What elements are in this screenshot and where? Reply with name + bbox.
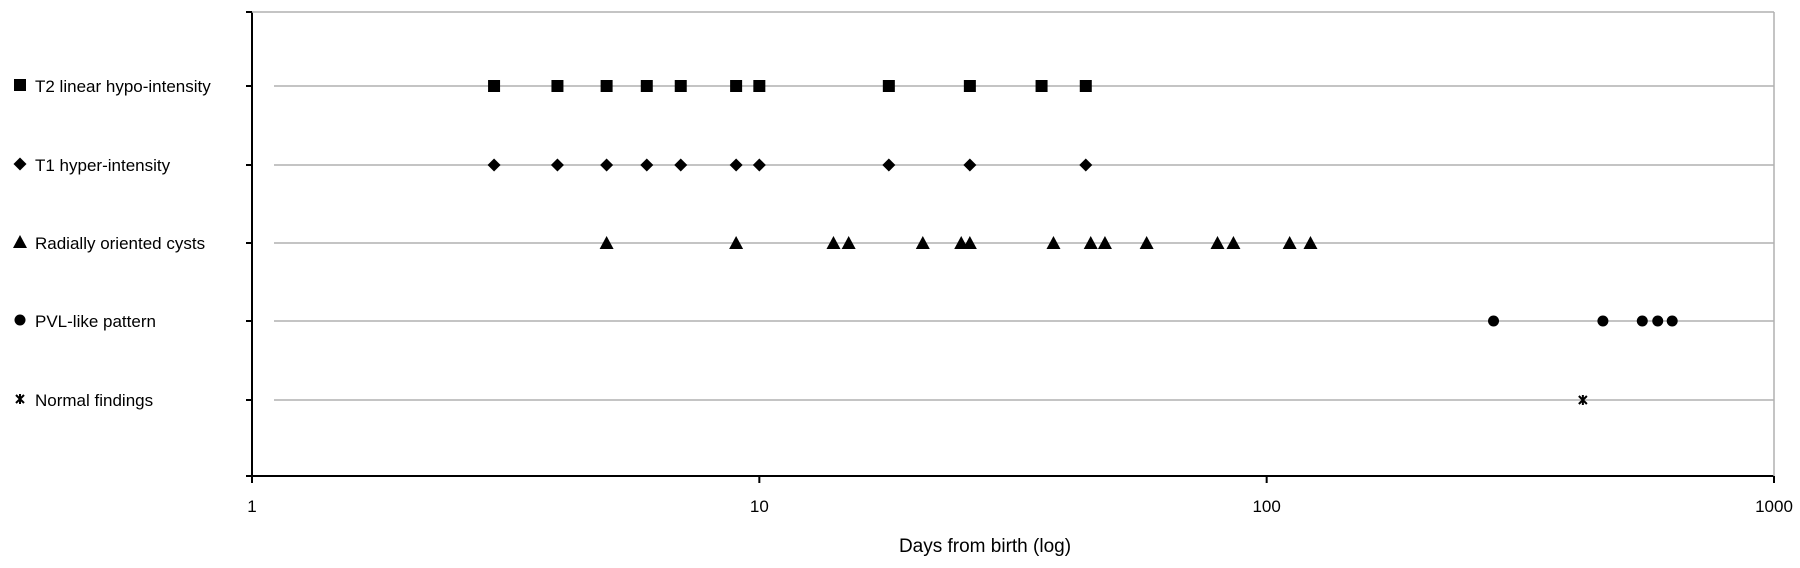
data-point <box>1636 315 1648 327</box>
data-point <box>826 236 841 249</box>
data-point <box>1282 236 1297 249</box>
data-point <box>729 158 743 172</box>
data-point <box>1139 236 1154 249</box>
category-marker <box>13 157 27 171</box>
data-point <box>1488 315 1500 327</box>
data-point <box>915 236 930 249</box>
gridlines <box>274 85 1774 401</box>
data-point <box>1079 158 1093 172</box>
x-tick-label: 1 <box>247 497 256 516</box>
data-point <box>963 80 976 92</box>
data-point <box>1079 80 1092 92</box>
data-point <box>1666 315 1678 327</box>
category-marker <box>14 314 26 326</box>
data-point <box>962 236 977 249</box>
data-point <box>550 158 564 172</box>
data-point <box>640 158 654 172</box>
category-label: PVL-like pattern <box>35 312 156 331</box>
x-tick-label: 1000 <box>1755 497 1793 516</box>
data-point <box>963 158 977 172</box>
data-point <box>841 236 856 249</box>
x-axis-label: Days from birth (log) <box>899 536 1071 557</box>
data-point <box>753 80 766 92</box>
category-labels: T2 linear hypo-intensity T1 hyper-intensi… <box>13 77 211 410</box>
x-ticks: 1 10 100 1000 <box>247 476 1793 516</box>
data-point <box>599 236 614 249</box>
data-point <box>1652 315 1664 327</box>
data-point <box>674 158 688 172</box>
category-label: Radially oriented cysts <box>35 234 205 253</box>
data-point <box>640 80 653 92</box>
data-point <box>488 80 501 92</box>
category-marker <box>13 235 27 248</box>
data-point <box>551 80 564 92</box>
data-points <box>487 80 1678 405</box>
data-point <box>1046 236 1061 249</box>
data-point <box>752 158 766 172</box>
data-point <box>1578 395 1588 405</box>
data-point <box>1083 236 1098 249</box>
x-tick-label: 100 <box>1252 497 1280 516</box>
category-label: T1 hyper-intensity <box>35 156 171 175</box>
category-marker <box>15 394 25 404</box>
data-point <box>1035 80 1048 92</box>
category-label: T2 linear hypo-intensity <box>35 77 211 96</box>
data-point <box>729 236 744 249</box>
data-point <box>674 80 687 92</box>
data-point <box>1097 236 1112 249</box>
data-point <box>882 80 895 92</box>
axes <box>251 11 1775 477</box>
category-marker <box>14 79 26 91</box>
data-point <box>600 80 613 92</box>
data-point <box>1226 236 1241 249</box>
data-point <box>1597 315 1609 327</box>
data-point <box>600 158 614 172</box>
data-point <box>882 158 896 172</box>
data-point <box>487 158 501 172</box>
data-point <box>1303 236 1318 249</box>
data-point <box>1210 236 1225 249</box>
data-point <box>730 80 743 92</box>
category-label: Normal findings <box>35 391 153 410</box>
y-ticks <box>246 11 252 477</box>
x-tick-label: 10 <box>750 497 769 516</box>
